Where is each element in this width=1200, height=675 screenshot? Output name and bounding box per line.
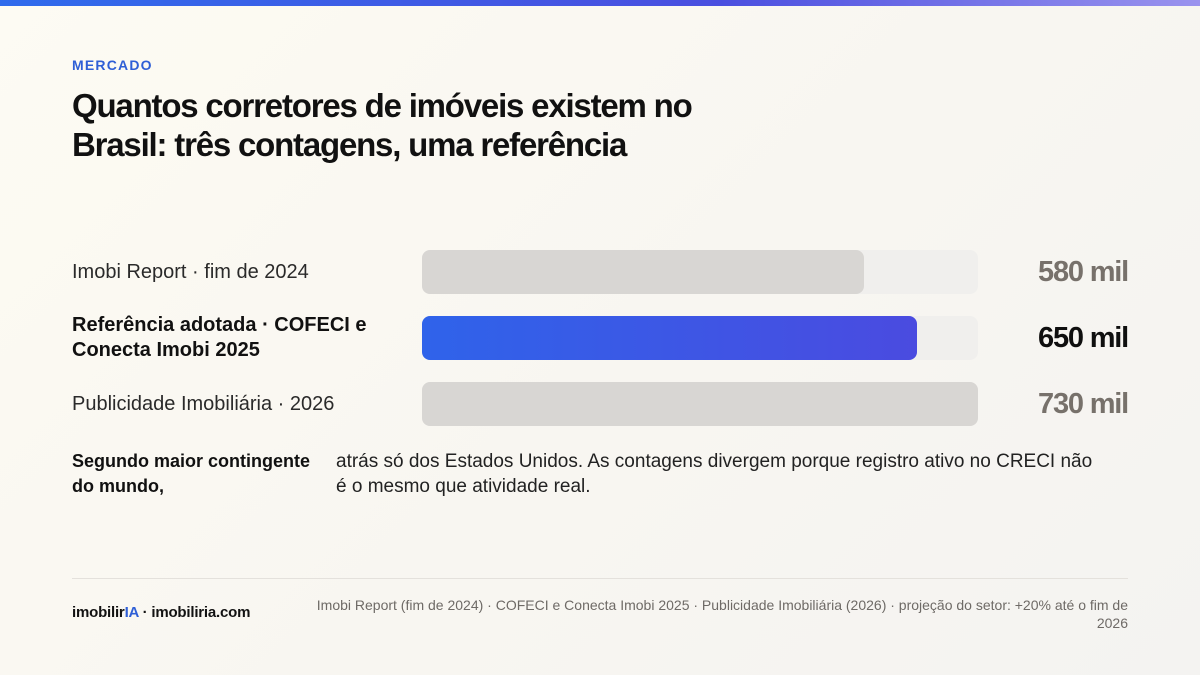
bar bbox=[422, 250, 864, 294]
bar-label: Imobi Report · fim de 2024 bbox=[72, 260, 309, 283]
brand-accent: IA bbox=[124, 604, 139, 621]
chart-title: Quantos corretores de imóveis existem no… bbox=[72, 87, 693, 163]
brand-suffix: · imobiliria.com bbox=[138, 604, 251, 621]
bar bbox=[422, 382, 978, 426]
bar bbox=[422, 316, 918, 360]
bar-value-label: 650 mil bbox=[1038, 321, 1129, 354]
note-body: atrás só dos Estados Unidos. As contagen… bbox=[336, 451, 1093, 497]
brand-logo: imobilirIA · imobiliria.com bbox=[72, 604, 250, 621]
bar-label: Referência adotada · COFECI e Conecta Im… bbox=[72, 314, 367, 361]
footer-divider bbox=[72, 578, 1128, 579]
bar-label: Publicidade Imobiliária · 2026 bbox=[72, 392, 335, 415]
brand-prefix: imobilir bbox=[72, 604, 125, 621]
bar-value-label: 580 mil bbox=[1038, 255, 1129, 288]
section-eyebrow: MERCADO bbox=[72, 57, 153, 73]
top-accent-bar bbox=[0, 0, 1200, 6]
source-note: Imobi Report (fim de 2024) · COFECI e Co… bbox=[316, 597, 1128, 631]
note-lead: Segundo maior contingente do mundo, bbox=[72, 451, 311, 496]
bar-value-label: 730 mil bbox=[1038, 387, 1129, 420]
